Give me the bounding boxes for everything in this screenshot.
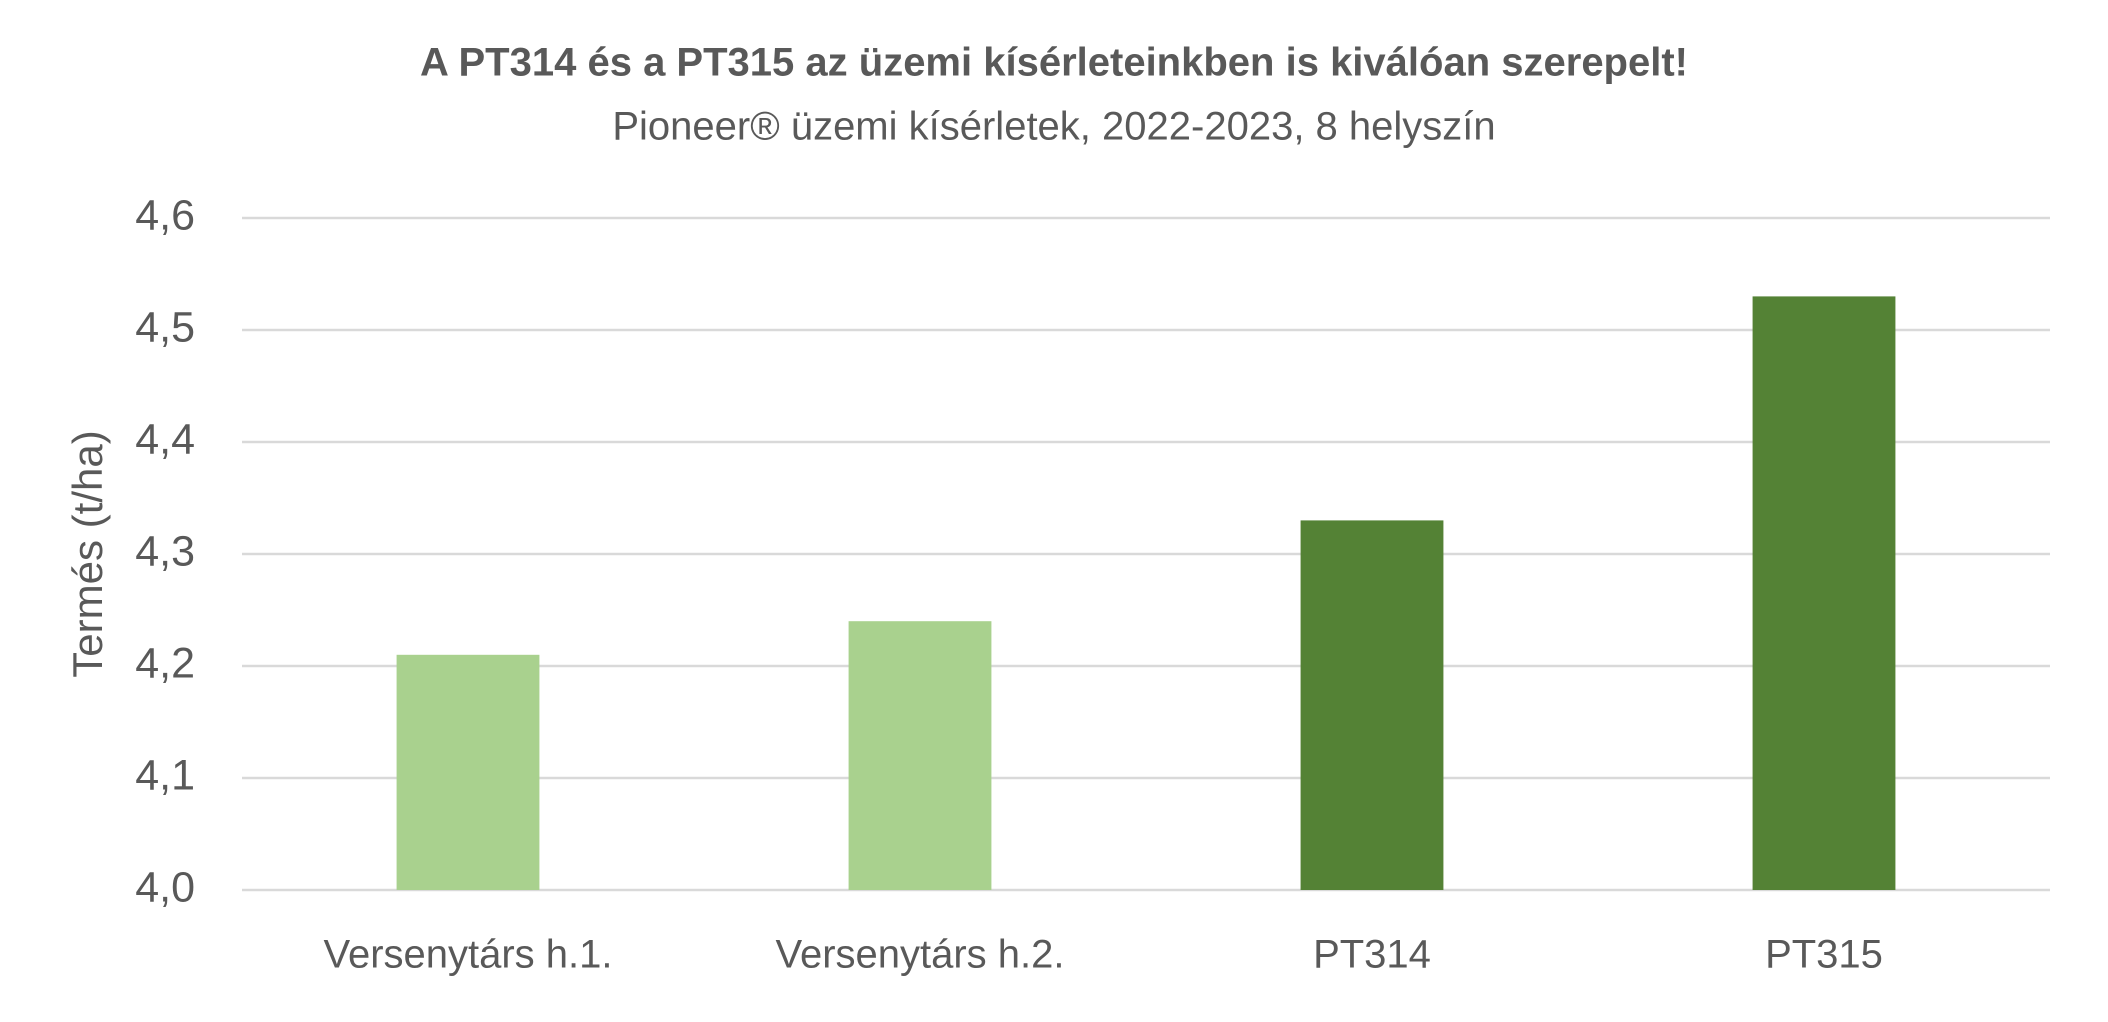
y-tick-label: 4,1	[135, 751, 195, 799]
chart-subtitle: Pioneer® üzemi kísérletek, 2022-2023, 8 …	[612, 105, 1495, 149]
bar	[848, 621, 992, 890]
y-tick-label: 4,6	[135, 191, 195, 239]
y-tick-label: 4,4	[135, 415, 195, 463]
x-tick-label: Versenytárs h.1.	[323, 933, 612, 977]
x-tick-label: Versenytárs h.2.	[775, 933, 1064, 977]
chart-title: A PT314 és a PT315 az üzemi kísérleteink…	[420, 41, 1688, 85]
x-tick-label: PT314	[1313, 933, 1431, 977]
y-tick-label: 4,2	[135, 639, 195, 687]
y-tick-label: 4,3	[135, 527, 195, 575]
bar	[1300, 520, 1444, 890]
bar	[396, 654, 540, 890]
x-tick-label: PT315	[1765, 933, 1883, 977]
bar	[1752, 296, 1896, 890]
y-axis-label: Termés (t/ha)	[64, 430, 111, 677]
y-tick-label: 4,5	[135, 303, 195, 351]
y-tick-label: 4,0	[135, 863, 195, 911]
